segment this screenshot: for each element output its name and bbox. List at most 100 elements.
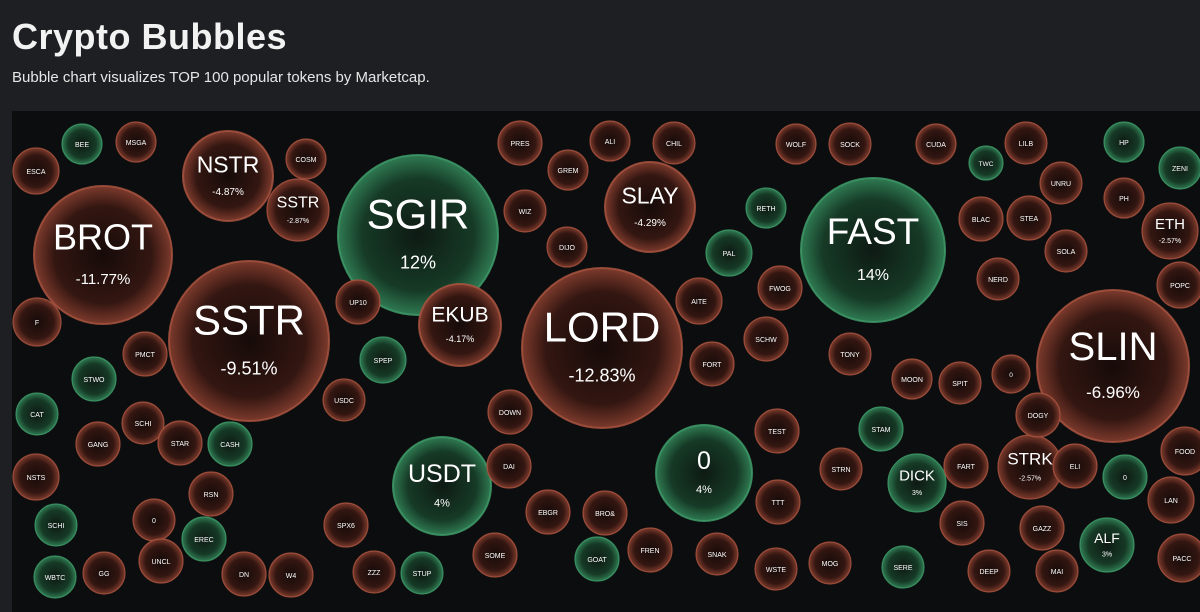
bubble-circle[interactable] bbox=[221, 551, 267, 597]
bubble-circle[interactable] bbox=[828, 122, 872, 166]
bubble-circle[interactable] bbox=[503, 189, 547, 233]
bubble-circle[interactable] bbox=[400, 551, 444, 595]
bubble-circle[interactable] bbox=[392, 436, 492, 536]
bubble-circle[interactable] bbox=[652, 121, 696, 165]
bubble-dick-14[interactable]: DICK 3% bbox=[887, 453, 947, 513]
bubble-bee-17[interactable]: BEE bbox=[61, 123, 103, 165]
bubble-zzz-90[interactable]: ZZZ bbox=[352, 550, 396, 594]
bubble-nerd-40[interactable]: NERD bbox=[976, 257, 1020, 301]
bubble-circle[interactable] bbox=[800, 177, 946, 323]
bubble-sstr-3[interactable]: SSTR -2.87% bbox=[266, 178, 330, 242]
bubble-dogy-60[interactable]: DOGY bbox=[1015, 392, 1061, 438]
bubble-wiz-24[interactable]: WIZ bbox=[503, 189, 547, 233]
bubble-stup-91[interactable]: STUP bbox=[400, 551, 444, 595]
bubble-circle[interactable] bbox=[1015, 392, 1061, 438]
bubble-popc-41[interactable]: POPC bbox=[1156, 261, 1200, 309]
bubble-circle[interactable] bbox=[61, 123, 103, 165]
bubble-deep-97[interactable]: DEEP bbox=[967, 549, 1011, 593]
bubble-circle[interactable] bbox=[943, 443, 989, 489]
bubble-circle[interactable] bbox=[115, 121, 157, 163]
bubble-erec-82[interactable]: EREC bbox=[181, 516, 227, 562]
bubble-sis-80[interactable]: SIS bbox=[939, 500, 985, 546]
bubble-circle[interactable] bbox=[352, 550, 396, 594]
bubble-circle[interactable] bbox=[991, 354, 1031, 394]
bubble-circle[interactable] bbox=[1102, 454, 1148, 500]
bubble-circle[interactable] bbox=[337, 154, 499, 316]
bubble-unru-33[interactable]: UNRU bbox=[1039, 161, 1083, 205]
bubble-fast-8[interactable]: FAST 14% bbox=[800, 177, 946, 323]
bubble-twc-29[interactable]: TWC bbox=[968, 145, 1004, 181]
bubble-circle[interactable] bbox=[891, 358, 933, 400]
bubble-circle[interactable] bbox=[122, 331, 168, 377]
bubble-circle[interactable] bbox=[1004, 121, 1048, 165]
bubble-ph-34[interactable]: PH bbox=[1103, 177, 1145, 219]
bubble-ali-21[interactable]: ALI bbox=[589, 120, 631, 162]
bubble-circle[interactable] bbox=[1103, 177, 1145, 219]
bubble-circle[interactable] bbox=[775, 123, 817, 165]
bubble-wbtc-86[interactable]: WBTC bbox=[33, 555, 77, 599]
bubble-circle[interactable] bbox=[1019, 505, 1065, 551]
bubble-star-62[interactable]: STAR bbox=[157, 420, 203, 466]
bubble-circle[interactable] bbox=[168, 260, 330, 422]
bubble-circle[interactable] bbox=[15, 392, 59, 436]
bubble-circle[interactable] bbox=[547, 149, 589, 191]
bubble-circle[interactable] bbox=[589, 120, 631, 162]
bubble-circle[interactable] bbox=[1103, 121, 1145, 163]
bubble-circle[interactable] bbox=[12, 297, 62, 347]
bubble-stwo-50[interactable]: STWO bbox=[71, 356, 117, 402]
bubble-moon-53[interactable]: MOON bbox=[891, 358, 933, 400]
bubble-some-85[interactable]: SOME bbox=[472, 532, 518, 578]
bubble-circle[interactable] bbox=[182, 130, 274, 222]
bubble-pres-20[interactable]: PRES bbox=[497, 120, 543, 166]
bubble-mog-95[interactable]: MOG bbox=[808, 541, 852, 585]
bubble-circle[interactable] bbox=[695, 532, 739, 576]
bubble-sere-96[interactable]: SERE bbox=[881, 545, 925, 589]
bubble-circle[interactable] bbox=[12, 147, 60, 195]
bubble-circle[interactable] bbox=[627, 527, 673, 573]
bubble-circle[interactable] bbox=[188, 471, 234, 517]
bubble-circle[interactable] bbox=[335, 279, 381, 325]
bubble-gazz-81[interactable]: GAZZ bbox=[1019, 505, 1065, 551]
bubble-mai-98[interactable]: MAI bbox=[1035, 549, 1079, 593]
bubble-circle[interactable] bbox=[819, 447, 863, 491]
bubble-circle[interactable] bbox=[887, 453, 947, 513]
bubble-circle[interactable] bbox=[121, 401, 165, 445]
bubble-0-11[interactable]: 0 4% bbox=[655, 424, 753, 522]
bubble-circle[interactable] bbox=[968, 145, 1004, 181]
bubble-tony-47[interactable]: TONY bbox=[828, 332, 872, 376]
bubble-circle[interactable] bbox=[757, 265, 803, 311]
bubble-lilb-30[interactable]: LILB bbox=[1004, 121, 1048, 165]
bubble-strn-68[interactable]: STRN bbox=[819, 447, 863, 491]
bubble-slin-9[interactable]: SLIN -6.96% bbox=[1036, 289, 1190, 443]
bubble-circle[interactable] bbox=[525, 489, 571, 535]
bubble-up10-43[interactable]: UP10 bbox=[335, 279, 381, 325]
bubble-ttt-73[interactable]: TTT bbox=[755, 479, 801, 525]
bubble-cat-56[interactable]: CAT bbox=[15, 392, 59, 436]
bubble-circle[interactable] bbox=[323, 502, 369, 548]
bubble-circle[interactable] bbox=[268, 552, 314, 598]
bubble-lan-77[interactable]: LAN bbox=[1147, 476, 1195, 524]
bubble-circle[interactable] bbox=[418, 283, 502, 367]
bubble-circle[interactable] bbox=[1006, 195, 1052, 241]
bubble-usdt-10[interactable]: USDT 4% bbox=[392, 436, 492, 536]
bubble-circle[interactable] bbox=[486, 443, 532, 489]
bubble-nsts-66[interactable]: NSTS bbox=[12, 453, 60, 501]
bubble-circle[interactable] bbox=[82, 551, 126, 595]
bubble-sola-39[interactable]: SOLA bbox=[1044, 229, 1088, 273]
bubble-circle[interactable] bbox=[521, 267, 683, 429]
bubble-0-78[interactable]: 0 bbox=[132, 498, 176, 542]
bubble-uncl-83[interactable]: UNCL bbox=[138, 538, 184, 584]
bubble-circle[interactable] bbox=[1079, 517, 1135, 573]
bubble-circle[interactable] bbox=[75, 421, 121, 467]
bubble-circle[interactable] bbox=[33, 555, 77, 599]
bubble-gang-61[interactable]: GANG bbox=[75, 421, 121, 467]
bubble-circle[interactable] bbox=[1156, 261, 1200, 309]
bubble-wolf-26[interactable]: WOLF bbox=[775, 123, 817, 165]
bubble-circle[interactable] bbox=[1141, 202, 1199, 260]
bubble-circle[interactable] bbox=[754, 547, 798, 591]
bubble-circle[interactable] bbox=[546, 226, 588, 268]
bubble-circle[interactable] bbox=[881, 545, 925, 589]
bubble-spx6-74[interactable]: SPX6 bbox=[323, 502, 369, 548]
bubble-circle[interactable] bbox=[976, 257, 1020, 301]
bubble-gg-87[interactable]: GG bbox=[82, 551, 126, 595]
